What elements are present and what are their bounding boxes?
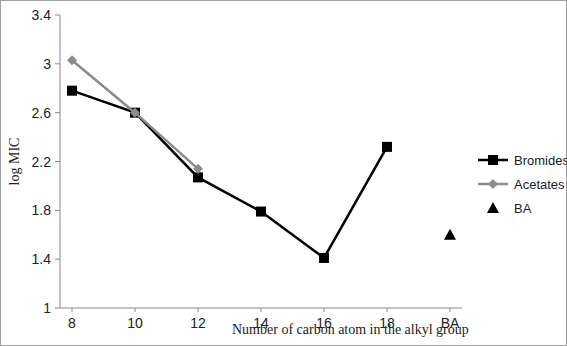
y-tick-label: 3.4 xyxy=(32,7,52,23)
y-tick xyxy=(55,15,60,16)
data-point xyxy=(193,172,203,182)
series-line xyxy=(72,91,387,258)
data-point xyxy=(193,164,203,174)
series-line xyxy=(72,60,198,169)
y-tick xyxy=(55,112,60,113)
legend-label: Acetates xyxy=(514,177,565,192)
data-point xyxy=(67,55,77,65)
x-tick-label: 10 xyxy=(127,315,143,331)
data-point xyxy=(67,86,77,96)
y-tick-label: 3 xyxy=(43,56,51,72)
legend-label: Bromides xyxy=(514,153,567,168)
x-tick xyxy=(450,308,451,312)
x-axis-title: Number of carbon atom in the alkyl group xyxy=(232,322,469,337)
y-tick-label: 1 xyxy=(43,300,51,316)
legend-marker xyxy=(488,179,498,189)
y-tick xyxy=(55,259,60,260)
y-tick-label: 1.8 xyxy=(32,202,52,218)
data-point xyxy=(319,253,329,263)
x-tick-label: 12 xyxy=(190,315,206,331)
plot-area xyxy=(67,55,456,263)
y-tick xyxy=(55,63,60,64)
x-tick xyxy=(261,308,262,312)
data-point xyxy=(382,142,392,152)
legend-marker xyxy=(488,155,498,165)
x-tick xyxy=(198,308,199,312)
y-tick-label: 2.2 xyxy=(32,154,52,170)
y-tick xyxy=(55,161,60,162)
chart-frame xyxy=(1,1,567,346)
data-point xyxy=(256,207,266,217)
data-point xyxy=(444,229,456,240)
y-tick-label: 1.4 xyxy=(32,251,52,267)
legend-label: BA xyxy=(514,201,532,216)
x-tick-label: 8 xyxy=(68,315,76,331)
y-axis-title: log MIC xyxy=(7,138,22,186)
chart: 11.41.82.22.633.481012141618BAlog MICNum… xyxy=(0,0,567,346)
data-point xyxy=(130,108,140,118)
y-tick xyxy=(55,210,60,211)
x-tick xyxy=(72,308,73,312)
x-tick xyxy=(135,308,136,312)
x-tick xyxy=(387,308,388,312)
y-tick-label: 2.6 xyxy=(32,105,52,121)
x-tick xyxy=(324,308,325,312)
y-tick xyxy=(55,308,60,309)
legend-marker xyxy=(487,202,499,213)
